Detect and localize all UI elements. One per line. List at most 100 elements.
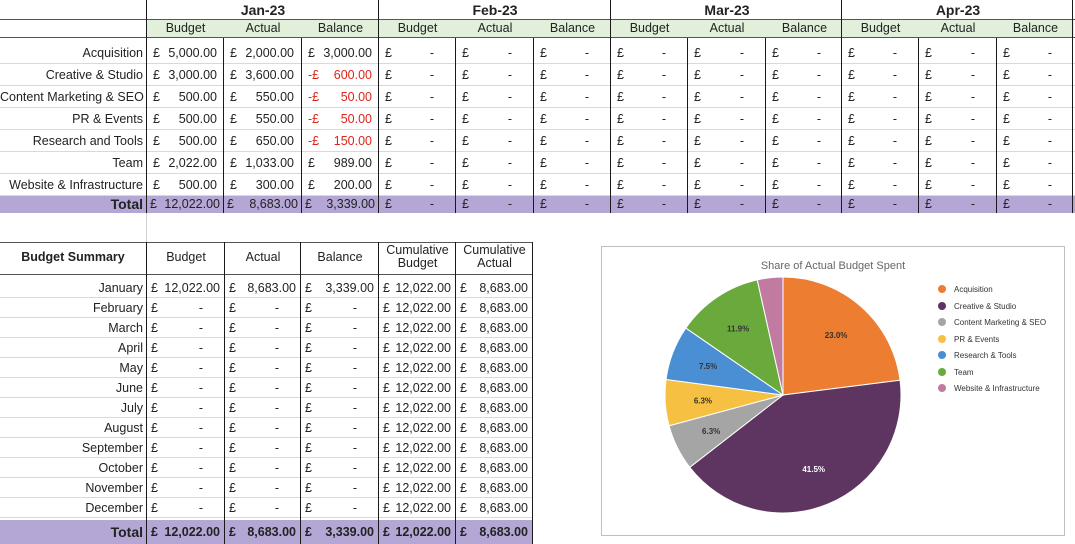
summary-total-actual[interactable]: 8,683.00: [247, 525, 296, 539]
summary-cum-actual[interactable]: 8,683.00: [479, 381, 528, 395]
empty-value[interactable]: -: [970, 68, 975, 82]
summary-budget[interactable]: -: [198, 401, 203, 415]
summary-budget[interactable]: -: [198, 321, 203, 335]
empty-value[interactable]: -: [429, 112, 434, 126]
jan-balance-value[interactable]: 50.00: [340, 90, 372, 104]
summary-budget[interactable]: -: [198, 441, 203, 455]
empty-value[interactable]: -: [739, 156, 744, 170]
pie-chart[interactable]: Share of Actual Budget Spent 23.0% 41.5% 6…: [601, 246, 1065, 536]
empty-value[interactable]: -: [429, 68, 434, 82]
legend-item[interactable]: Content Marketing & SEO: [938, 317, 1046, 329]
summary-cum-actual[interactable]: 8,683.00: [479, 361, 528, 375]
empty-value[interactable]: -: [507, 90, 512, 104]
jan-budget-value[interactable]: 500.00: [178, 112, 217, 126]
jan-budget-value[interactable]: 2,022.00: [168, 156, 217, 170]
empty-value[interactable]: -: [661, 156, 666, 170]
jan-actual-value[interactable]: 550.00: [255, 90, 294, 104]
empty-value[interactable]: -: [661, 134, 666, 148]
empty-value[interactable]: -: [816, 134, 821, 148]
empty-value[interactable]: -: [429, 134, 434, 148]
jan-balance-value[interactable]: 600.00: [333, 68, 372, 82]
summary-budget[interactable]: -: [198, 341, 203, 355]
summary-cum-actual[interactable]: 8,683.00: [479, 501, 528, 515]
legend-item[interactable]: Website & Infrastructure: [938, 383, 1040, 395]
jan-actual-value[interactable]: 550.00: [255, 112, 294, 126]
summary-cum-budget[interactable]: 12,022.00: [395, 501, 451, 515]
total-empty-value[interactable]: -: [429, 197, 434, 211]
summary-actual[interactable]: -: [274, 501, 279, 515]
empty-value[interactable]: -: [584, 112, 589, 126]
empty-value[interactable]: -: [970, 112, 975, 126]
jan-budget-value[interactable]: 5,000.00: [168, 46, 217, 60]
empty-value[interactable]: -: [584, 68, 589, 82]
summary-cum-budget[interactable]: 12,022.00: [395, 321, 451, 335]
jan-balance-value[interactable]: 200.00: [333, 178, 372, 192]
empty-value[interactable]: -: [507, 134, 512, 148]
empty-value[interactable]: -: [661, 112, 666, 126]
summary-cum-actual[interactable]: 8,683.00: [479, 281, 528, 295]
summary-actual[interactable]: -: [274, 321, 279, 335]
summary-budget[interactable]: -: [198, 361, 203, 375]
summary-cum-budget[interactable]: 12,022.00: [395, 381, 451, 395]
total-empty-value[interactable]: -: [816, 197, 821, 211]
summary-cum-budget[interactable]: 12,022.00: [395, 341, 451, 355]
empty-value[interactable]: -: [507, 156, 512, 170]
empty-value[interactable]: -: [584, 46, 589, 60]
summary-balance[interactable]: -: [352, 321, 357, 335]
empty-value[interactable]: -: [739, 68, 744, 82]
summary-actual[interactable]: -: [274, 361, 279, 375]
empty-value[interactable]: -: [970, 156, 975, 170]
empty-value[interactable]: -: [1047, 46, 1052, 60]
total-empty-value[interactable]: -: [584, 197, 589, 211]
summary-cum-actual[interactable]: 8,683.00: [479, 421, 528, 435]
summary-cum-actual[interactable]: 8,683.00: [479, 341, 528, 355]
summary-budget[interactable]: -: [198, 461, 203, 475]
summary-cum-actual[interactable]: 8,683.00: [479, 401, 528, 415]
empty-value[interactable]: -: [970, 178, 975, 192]
summary-balance[interactable]: -: [352, 301, 357, 315]
legend-item[interactable]: Research & Tools: [938, 350, 1017, 362]
total-empty-value[interactable]: -: [661, 197, 666, 211]
jan-budget-value[interactable]: 500.00: [178, 134, 217, 148]
summary-balance[interactable]: -: [352, 361, 357, 375]
empty-value[interactable]: -: [584, 90, 589, 104]
empty-value[interactable]: -: [1047, 178, 1052, 192]
summary-cum-budget[interactable]: 12,022.00: [395, 401, 451, 415]
empty-value[interactable]: -: [970, 134, 975, 148]
jan-actual-value[interactable]: 1,033.00: [245, 156, 294, 170]
total-balance[interactable]: 3,339.00: [326, 197, 375, 211]
pie-slice-website-infrastructure[interactable]: [756, 276, 784, 396]
pie-slice-acquisition[interactable]: [782, 276, 901, 396]
empty-value[interactable]: -: [429, 156, 434, 170]
empty-value[interactable]: -: [739, 46, 744, 60]
summary-cum-budget[interactable]: 12,022.00: [395, 281, 451, 295]
total-empty-value[interactable]: -: [970, 197, 975, 211]
empty-value[interactable]: -: [892, 46, 897, 60]
total-empty-value[interactable]: -: [1047, 197, 1052, 211]
empty-value[interactable]: -: [739, 134, 744, 148]
summary-budget[interactable]: -: [198, 481, 203, 495]
empty-value[interactable]: -: [429, 90, 434, 104]
jan-balance-value[interactable]: 150.00: [333, 134, 372, 148]
pie-slice-team[interactable]: [685, 279, 784, 397]
summary-actual[interactable]: -: [274, 341, 279, 355]
empty-value[interactable]: -: [892, 178, 897, 192]
summary-actual[interactable]: -: [274, 421, 279, 435]
empty-value[interactable]: -: [892, 112, 897, 126]
empty-value[interactable]: -: [739, 90, 744, 104]
empty-value[interactable]: -: [816, 178, 821, 192]
empty-value[interactable]: -: [507, 46, 512, 60]
summary-cum-budget[interactable]: 12,022.00: [395, 421, 451, 435]
summary-cum-actual[interactable]: 8,683.00: [479, 481, 528, 495]
summary-budget[interactable]: -: [198, 301, 203, 315]
summary-actual[interactable]: -: [274, 301, 279, 315]
legend-item[interactable]: Creative & Studio: [938, 301, 1016, 313]
summary-balance[interactable]: -: [352, 341, 357, 355]
empty-value[interactable]: -: [816, 112, 821, 126]
summary-budget[interactable]: 12,022.00: [164, 281, 220, 295]
summary-cum-actual[interactable]: 8,683.00: [479, 321, 528, 335]
jan-budget-value[interactable]: 500.00: [178, 178, 217, 192]
empty-value[interactable]: -: [507, 178, 512, 192]
total-budget[interactable]: 12,022.00: [164, 197, 220, 211]
empty-value[interactable]: -: [661, 68, 666, 82]
